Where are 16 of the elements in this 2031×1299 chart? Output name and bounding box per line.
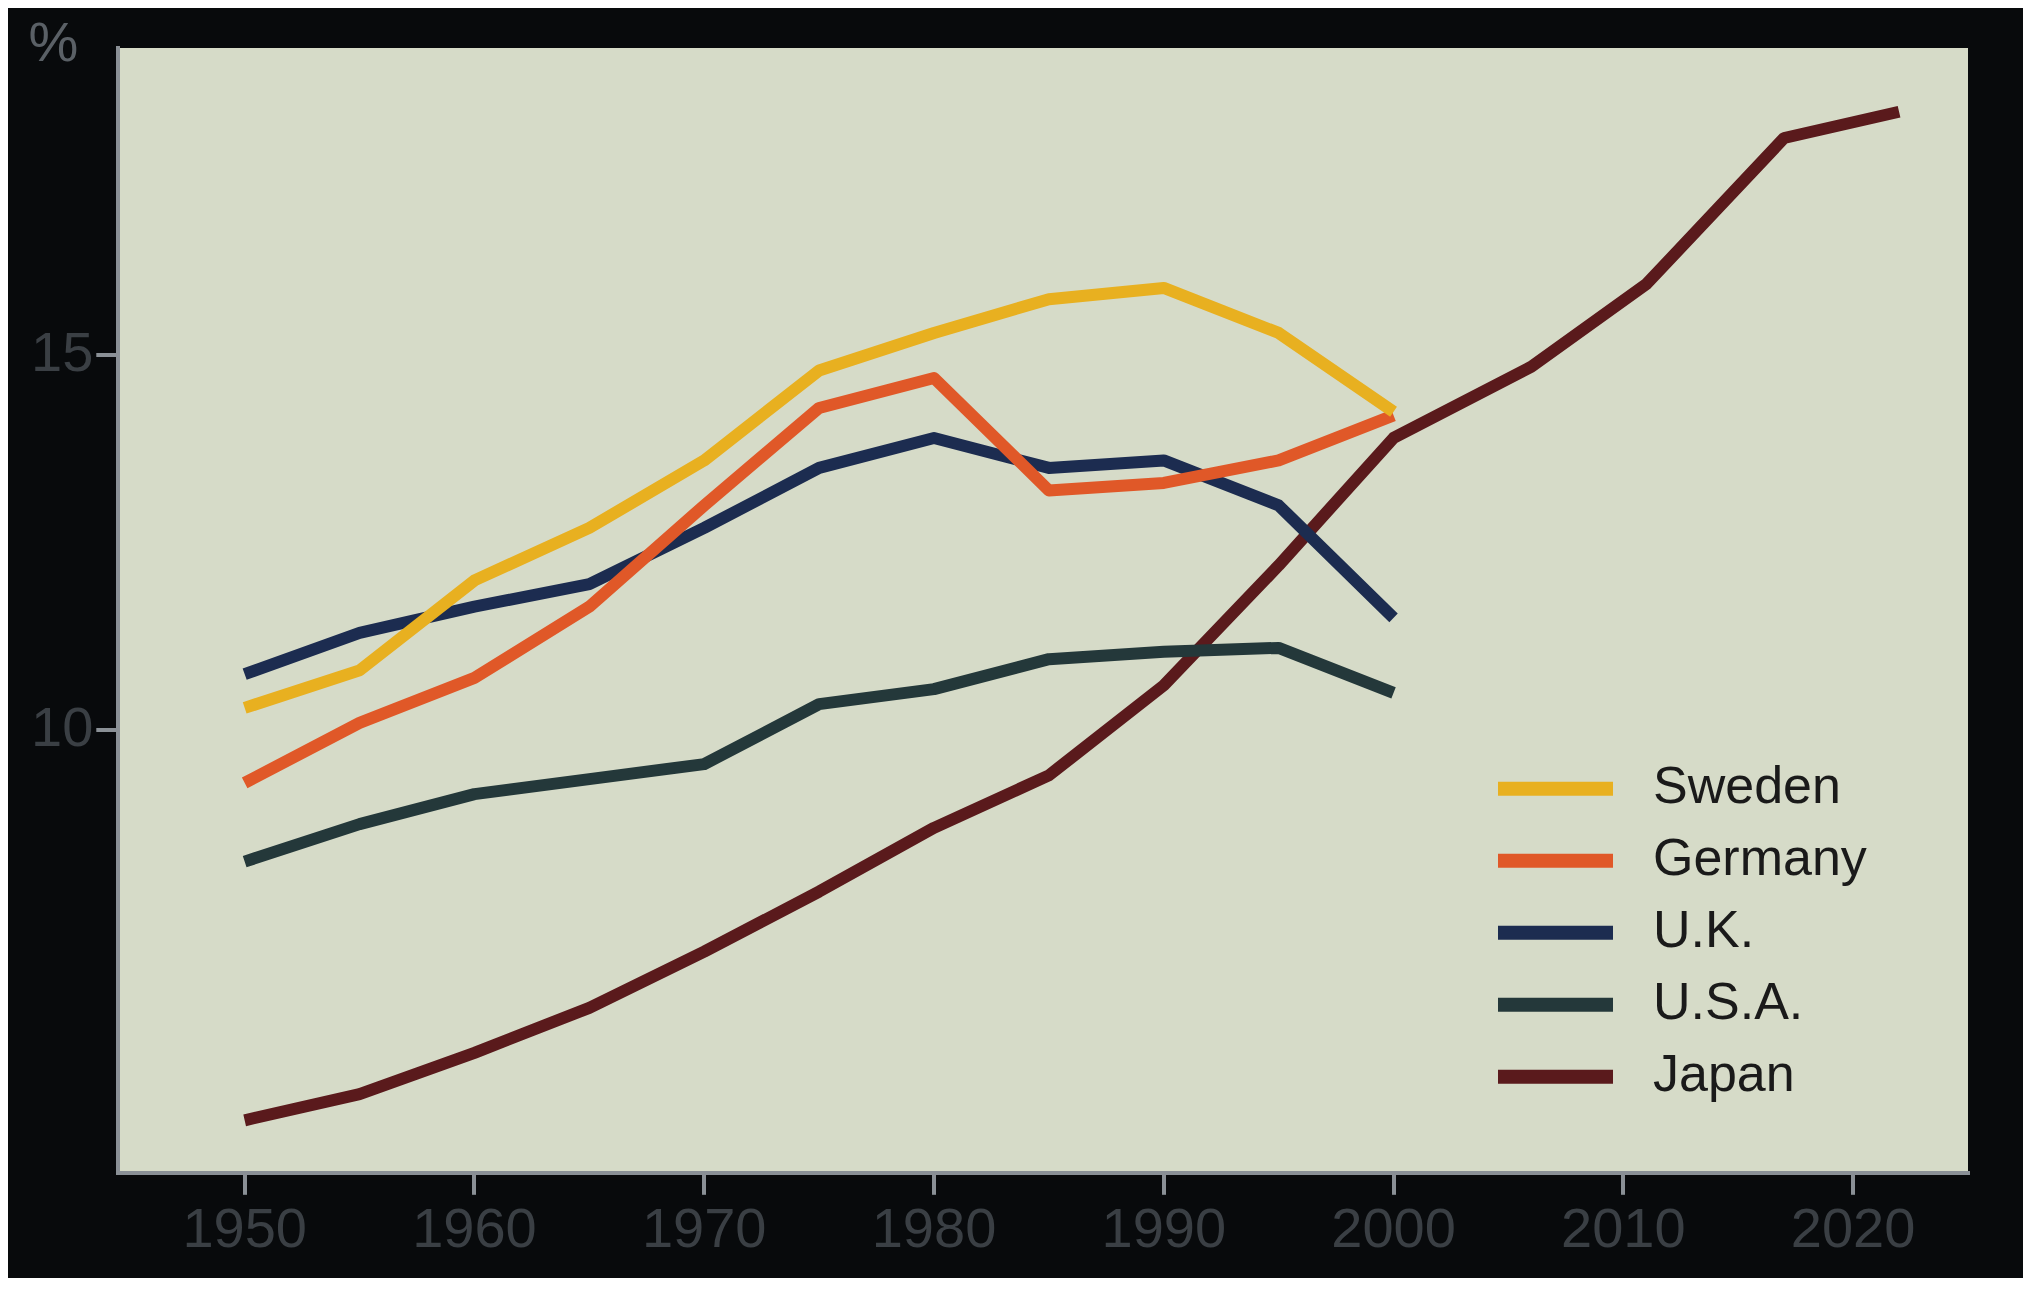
x-tick-label: 1970 [641, 1195, 767, 1259]
y-tick-label: 15 [30, 319, 94, 383]
legend-label: U.S.A. [1653, 972, 1804, 1031]
x-tick-label: 2000 [1331, 1195, 1456, 1259]
x-tick-label: 1950 [182, 1195, 307, 1259]
x-tick-label: 1990 [1101, 1195, 1227, 1259]
legend-label: Japan [1653, 1044, 1795, 1103]
legend-label: U.K. [1653, 900, 1755, 959]
legend-label: Germany [1653, 828, 1867, 887]
x-tick-label: 1960 [412, 1195, 537, 1259]
y-axis-title: % [28, 10, 79, 74]
x-tick-label: 1980 [871, 1195, 997, 1259]
x-tick-label: 2010 [1561, 1195, 1686, 1259]
x-tick-label: 2020 [1790, 1195, 1916, 1259]
legend-label: Sweden [1653, 756, 1841, 815]
y-tick-label: 10 [30, 694, 94, 758]
